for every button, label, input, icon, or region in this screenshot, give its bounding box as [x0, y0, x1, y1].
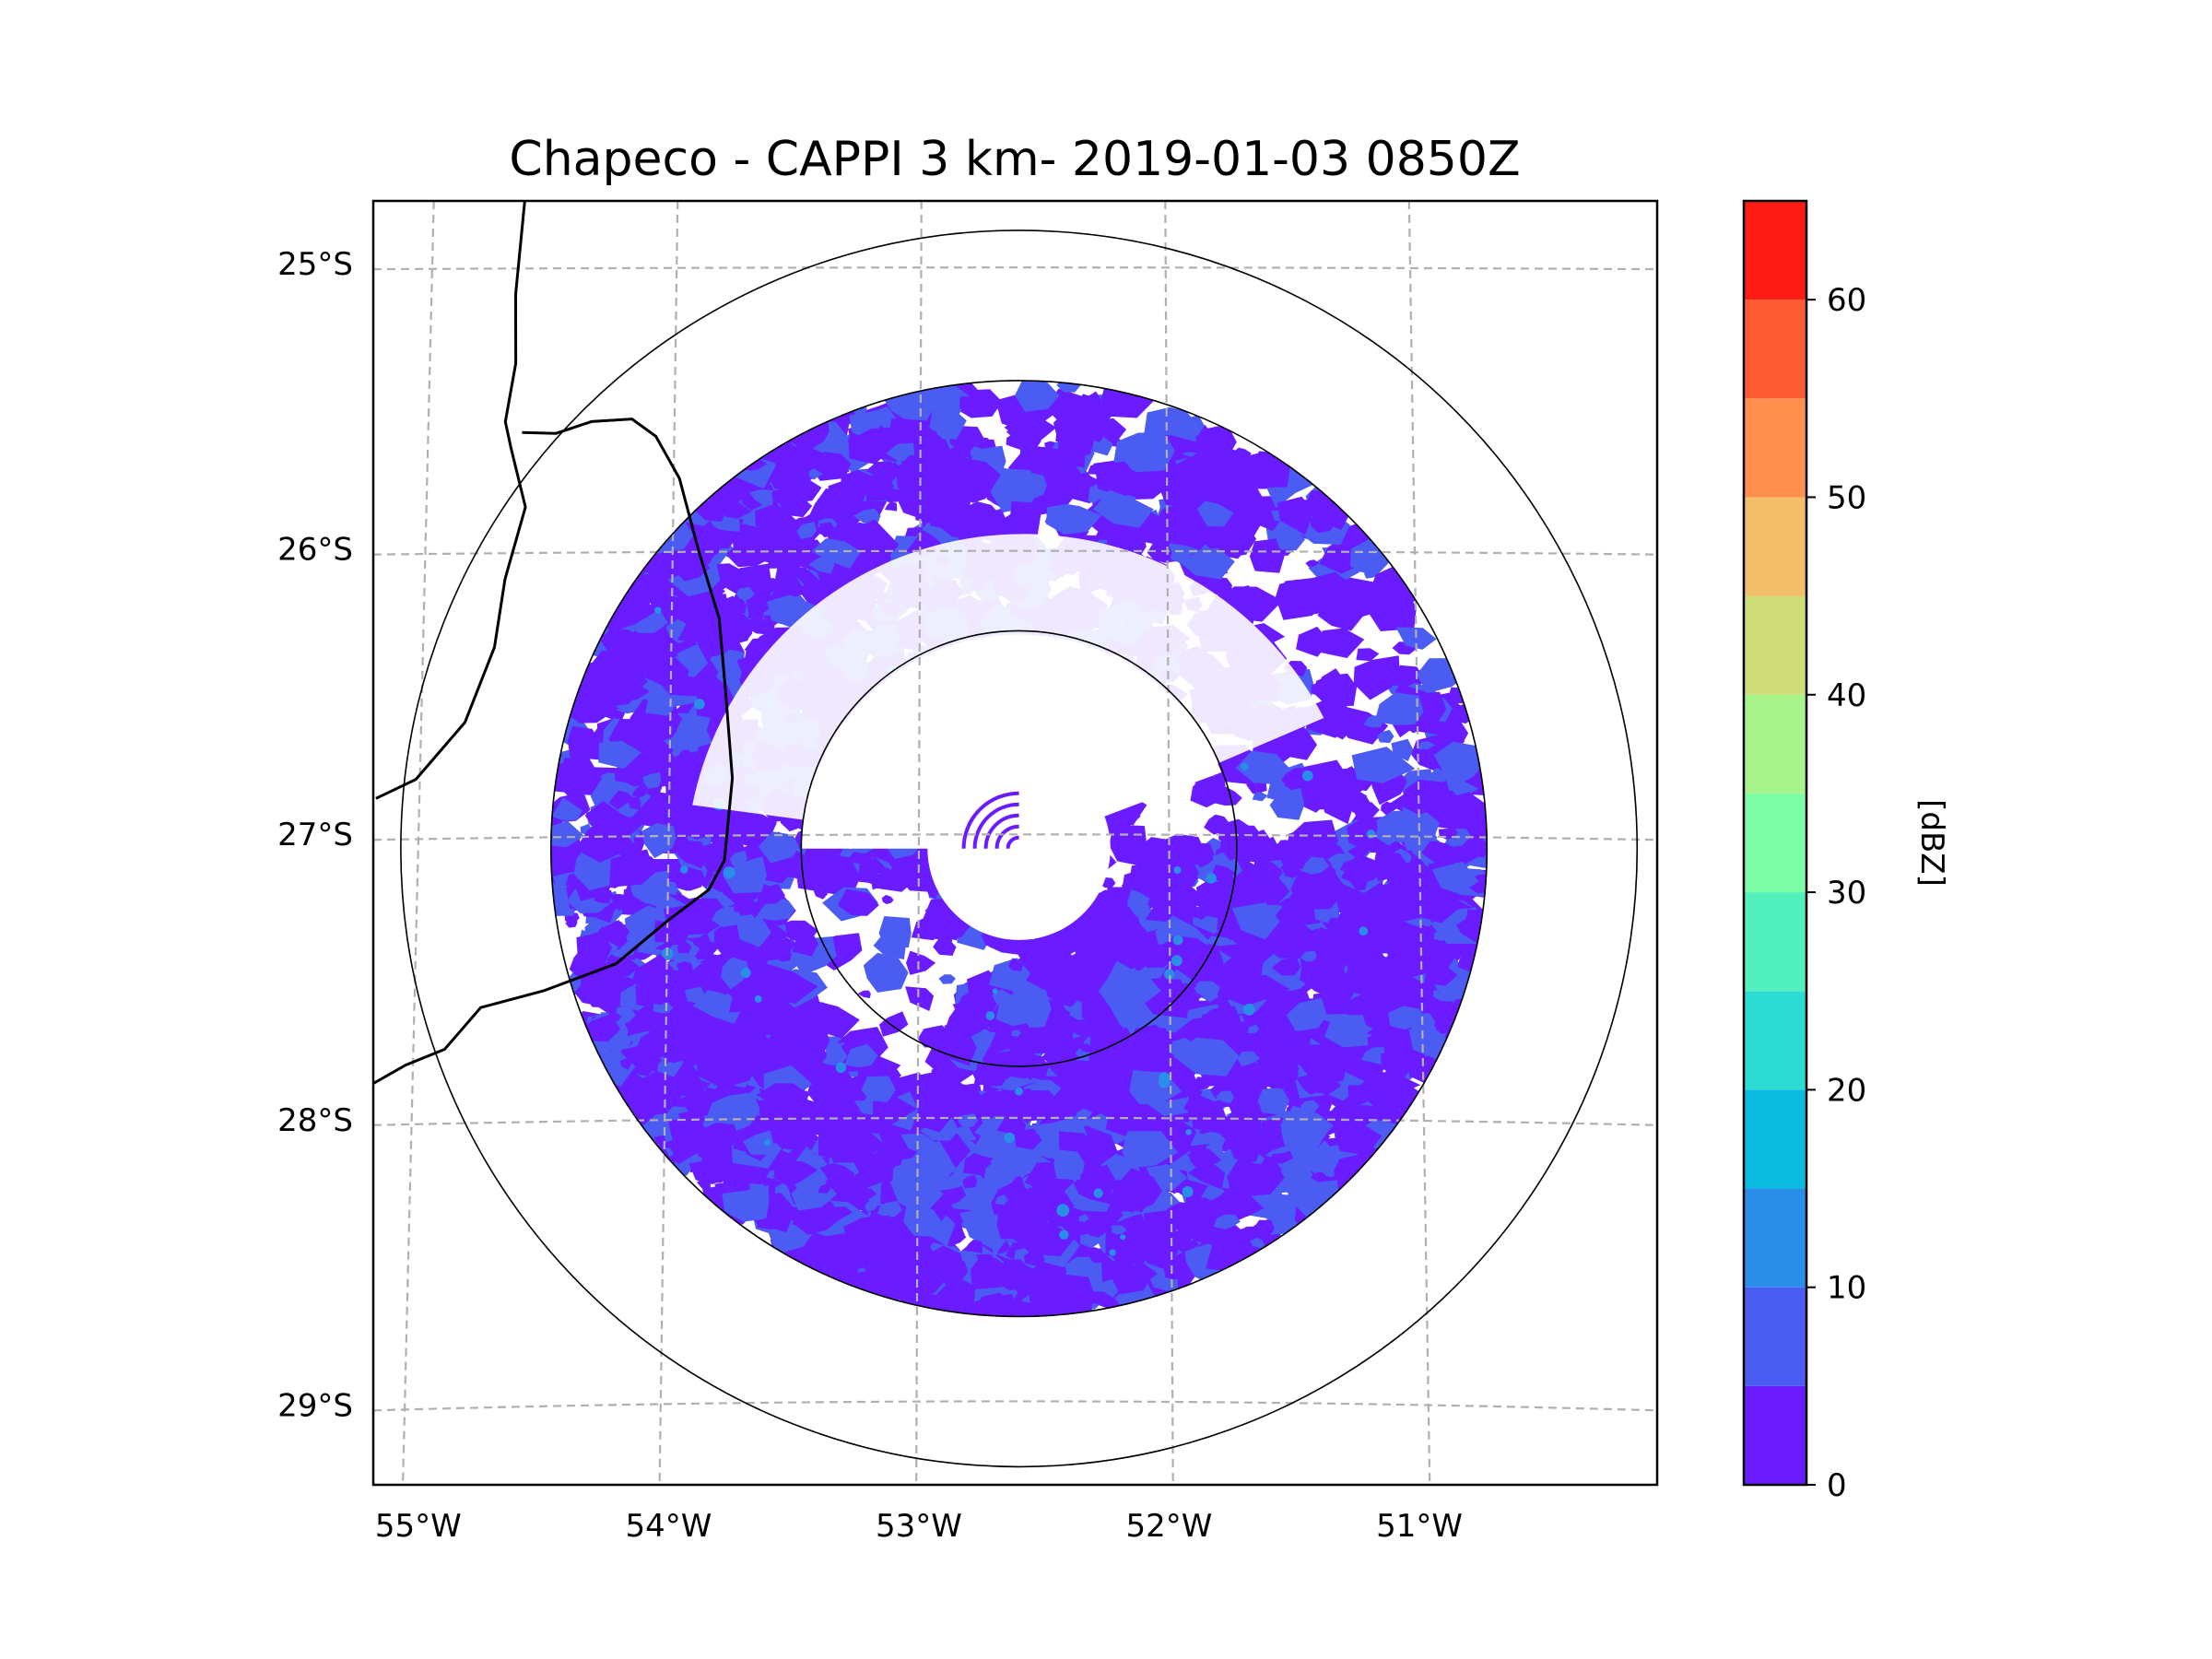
- echo-cell: [1301, 770, 1313, 782]
- echo-cell: [1015, 1087, 1023, 1096]
- colorbar-tick-label: 40: [1827, 677, 1866, 714]
- radar-echo-field: [550, 380, 1488, 1317]
- colorbar-label: [dBZ]: [1913, 799, 1950, 887]
- colorbar-segment: [1744, 1188, 1806, 1288]
- echo-cell: [1120, 1234, 1126, 1241]
- colorbar-segment: [1744, 1385, 1806, 1485]
- echo-cell: [1093, 1188, 1103, 1198]
- colorbar-tick-label: 60: [1827, 282, 1866, 319]
- echo-cell: [1366, 830, 1376, 839]
- colorbar-segment: [1744, 595, 1806, 695]
- colorbar-tick-label: 30: [1827, 875, 1866, 912]
- echo-blob: [905, 986, 935, 1011]
- colorbar: 0 10 20 30 40 50 60: [1742, 199, 1866, 1504]
- x-axis-ticks: 55°W 54°W 53°W 52°W 51°W: [375, 1508, 1463, 1545]
- y-tick-label: 29°S: [277, 1387, 353, 1424]
- echo-blob: [1249, 537, 1285, 573]
- y-axis-ticks: 25°S 26°S 27°S 28°S 29°S: [277, 246, 353, 1424]
- echo-cell: [992, 988, 998, 994]
- echo-cell: [1158, 1076, 1171, 1088]
- echo-cell: [1241, 762, 1249, 771]
- x-tick-label: 55°W: [375, 1508, 462, 1545]
- colorbar-segment: [1744, 991, 1806, 1090]
- colorbar-segment: [1744, 497, 1806, 596]
- colorbar-tick-label: 20: [1827, 1072, 1866, 1109]
- echo-cell: [754, 994, 762, 1003]
- colorbar-segment: [1744, 892, 1806, 992]
- x-tick-label: 53°W: [876, 1508, 962, 1545]
- colorbar-segment: [1744, 694, 1806, 794]
- y-tick-label: 28°S: [277, 1102, 353, 1139]
- echo-cell: [679, 865, 688, 874]
- echo-cell: [985, 1011, 995, 1020]
- echo-cell: [1242, 1004, 1255, 1016]
- colorbar-segment: [1744, 793, 1806, 893]
- echo-cell: [1171, 955, 1182, 967]
- echo-cell: [1206, 873, 1217, 884]
- x-tick-label: 54°W: [625, 1508, 712, 1545]
- echo-cell: [1056, 1204, 1070, 1218]
- x-tick-label: 52°W: [1126, 1508, 1213, 1545]
- colorbar-tick-label: 50: [1827, 479, 1866, 516]
- y-tick-label: 25°S: [277, 246, 353, 283]
- echo-cell: [763, 1139, 771, 1147]
- echo-cell: [1185, 1128, 1192, 1135]
- colorbar-tick-label: 0: [1827, 1467, 1847, 1504]
- echo-cell: [1004, 1132, 1015, 1144]
- chart-title: Chapeco - CAPPI 3 km- 2019-01-03 0850Z: [509, 132, 1520, 187]
- colorbar-segment: [1744, 300, 1806, 399]
- echo-blob: [663, 881, 677, 895]
- echo-cell: [1109, 1249, 1116, 1256]
- echo-group: [550, 380, 1488, 1317]
- echo-cell: [653, 606, 662, 614]
- echo-blob: [1204, 577, 1232, 596]
- echo-cell: [1359, 926, 1369, 936]
- colorbar-segment: [1744, 1089, 1806, 1189]
- y-tick-label: 26°S: [277, 532, 353, 569]
- echo-cell: [740, 967, 751, 979]
- echo-cell: [694, 699, 705, 710]
- colorbar-segment: [1744, 1287, 1806, 1386]
- echo-cell: [1182, 1186, 1194, 1197]
- echo-cell: [1172, 935, 1183, 946]
- echo-cell: [1059, 1230, 1069, 1240]
- x-tick-label: 51°W: [1376, 1508, 1463, 1545]
- colorbar-tick-label: 10: [1827, 1270, 1866, 1307]
- y-tick-label: 27°S: [277, 817, 353, 853]
- echo-blob: [938, 974, 956, 984]
- echo-cell: [1173, 866, 1182, 875]
- colorbar-segment: [1744, 201, 1806, 300]
- echo-cell: [835, 1062, 847, 1074]
- echo-cell: [723, 866, 735, 879]
- echo-blob: [863, 952, 909, 993]
- colorbar-segment: [1744, 398, 1806, 498]
